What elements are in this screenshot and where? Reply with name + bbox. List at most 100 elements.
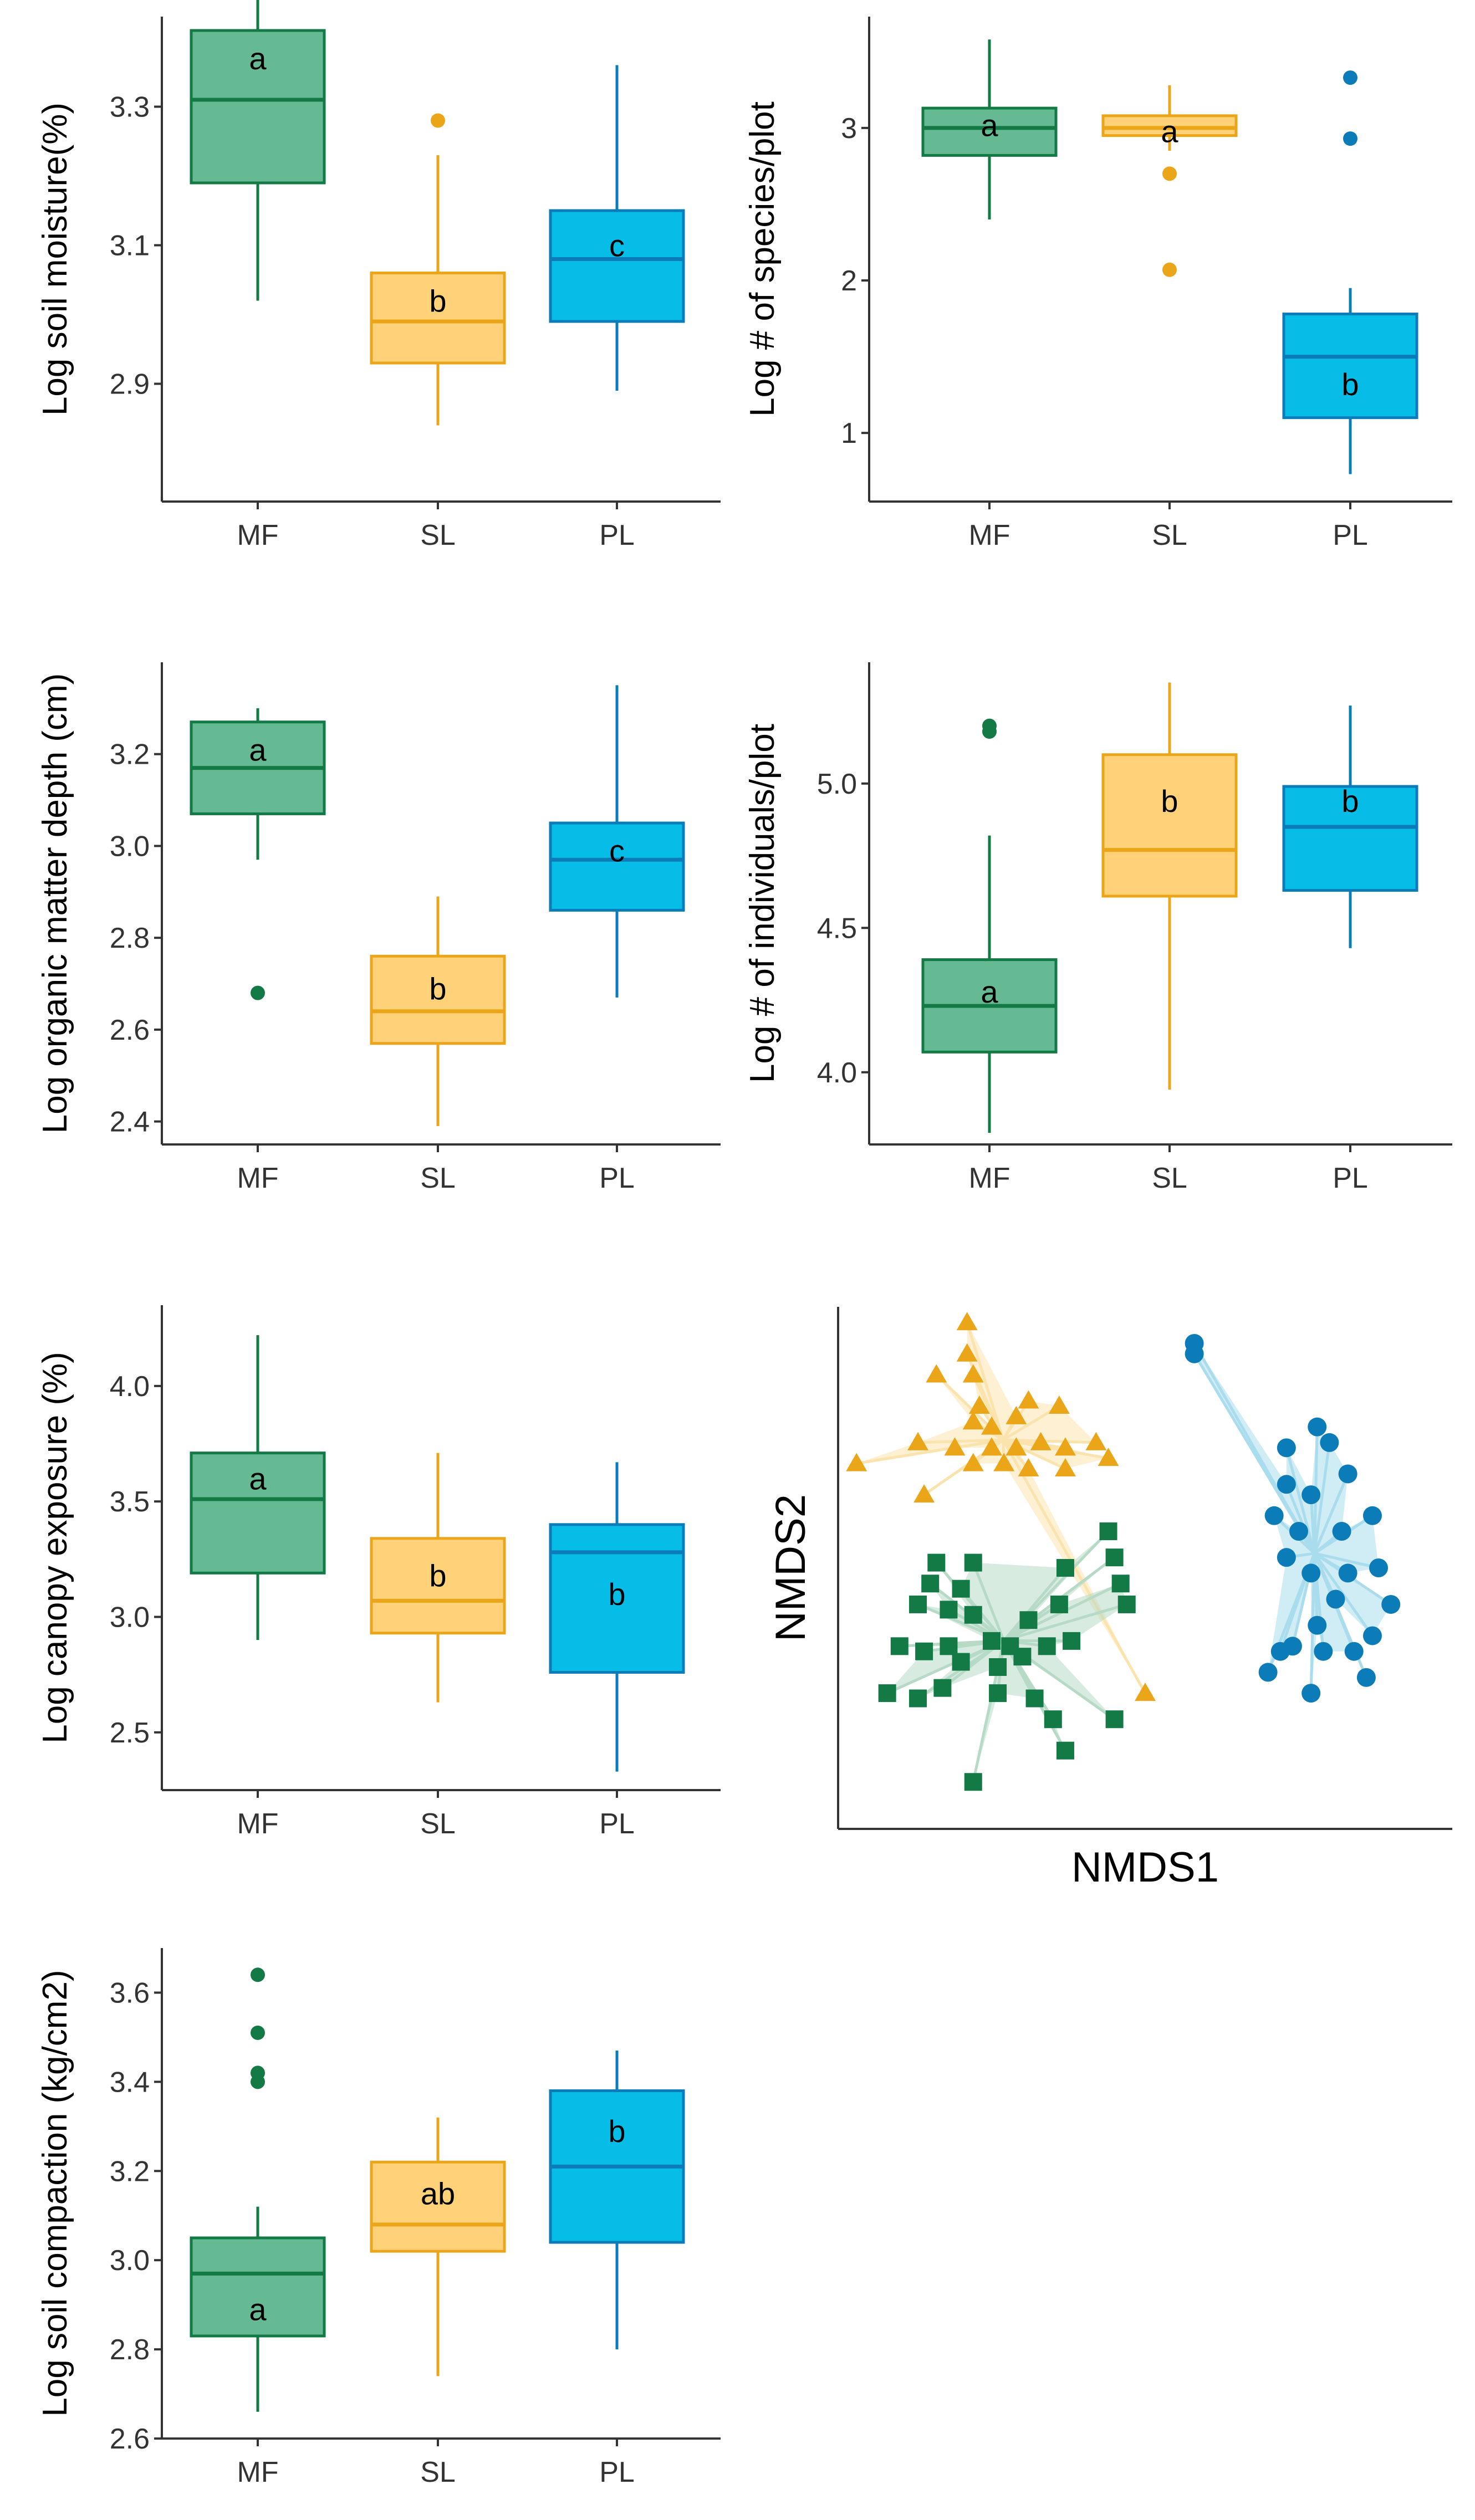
spider-segment-PL <box>1285 1484 1316 1554</box>
point-square-MF <box>1117 1595 1136 1613</box>
box-SL: b <box>370 1453 506 1703</box>
point-circle-PL <box>1369 1558 1389 1577</box>
point-circle-PL <box>1302 1563 1321 1583</box>
point-square-MF <box>940 1601 958 1619</box>
x-tick-label: MF <box>237 1808 278 1840</box>
y-tick-label: 3.0 <box>110 830 150 862</box>
point-circle-PL <box>1277 1438 1296 1458</box>
y-axis-title: Log soil compaction (kg/cm2) <box>36 1970 74 2416</box>
y-axis-title: NMDS2 <box>767 1494 814 1642</box>
y-axis-title: Log soil moisture(%) <box>36 103 74 416</box>
box-iqr <box>1101 114 1238 137</box>
spider-segment-PL <box>1314 1552 1379 1570</box>
significance-letter: b <box>608 1577 625 1612</box>
spider-segment-PL <box>1313 1442 1331 1554</box>
panel-individuals-per-plot: 4.0 4.5 5.0 MF SL PL Log # of individuals/plot… <box>743 662 1452 1194</box>
point-square-MF <box>909 1689 927 1708</box>
point-circle-PL <box>1381 1594 1401 1614</box>
y-axis-title: Log # of species/plot <box>743 101 782 417</box>
point-triangle-SL <box>962 1364 984 1383</box>
box-PL: b <box>1282 70 1418 474</box>
point-triangle-SL <box>956 1312 978 1331</box>
box-iqr <box>921 106 1058 157</box>
point-circle-PL <box>1314 1642 1333 1661</box>
point-circle-PL <box>1308 1417 1327 1437</box>
significance-letter: a <box>249 2292 267 2327</box>
point-triangle-SL <box>1018 1390 1039 1409</box>
outlier-point <box>251 2074 265 2089</box>
point-square-MF <box>1038 1637 1056 1655</box>
point-square-MF <box>1025 1689 1044 1708</box>
point-square-MF <box>983 1632 1001 1650</box>
significance-letter: a <box>249 41 267 76</box>
y-tick-label: 3.6 <box>110 1977 150 2009</box>
point-square-MF <box>1063 1632 1081 1650</box>
point-triangle-SL <box>913 1484 935 1503</box>
x-tick-label: MF <box>968 1162 1010 1194</box>
spider-segment-SL <box>1003 1438 1109 1460</box>
panel-soil-compaction: 2.6 2.8 3.0 3.2 3.4 3.6 MF SL PL Log soil compact… <box>36 1948 721 2488</box>
point-triangle-SL <box>846 1453 867 1471</box>
y-axis-title: Log organic matter depth (cm) <box>36 673 74 1134</box>
box-MF: a <box>190 1967 326 2412</box>
box-PL: c <box>549 65 685 391</box>
panel-soil-moisture: 2.9 3.1 3.3 MF SL PL Log soil moisture(%) a b c <box>36 0 721 551</box>
outlier-point <box>251 2025 265 2040</box>
point-circle-PL <box>1338 1563 1357 1583</box>
box-iqr <box>549 821 685 912</box>
point-square-MF <box>1013 1648 1032 1666</box>
y-tick-label: 3.3 <box>110 91 150 124</box>
box-MF: a <box>921 718 1058 1133</box>
group-hull-SL <box>856 1322 1145 1694</box>
y-tick-label: 3.2 <box>110 2155 150 2187</box>
x-tick-label: MF <box>237 1162 278 1194</box>
point-circle-PL <box>1320 1433 1339 1452</box>
spider-segment-SL <box>856 1438 1004 1465</box>
box-iqr <box>370 272 506 365</box>
point-circle-PL <box>1277 1548 1296 1567</box>
x-tick-label: MF <box>237 2456 278 2488</box>
point-triangle-SL <box>926 1364 947 1383</box>
point-square-MF <box>952 1580 970 1598</box>
spider-segment-SL <box>1003 1438 1096 1444</box>
point-triangle-SL <box>962 1453 984 1471</box>
box-MF: a <box>190 1335 326 1640</box>
point-triangle-SL <box>907 1432 929 1450</box>
y-tick-label: 3.5 <box>110 1486 150 1518</box>
point-circle-PL <box>1338 1464 1357 1484</box>
point-square-MF <box>1056 1741 1074 1760</box>
point-square-MF <box>1044 1710 1062 1729</box>
box-iqr <box>1101 753 1238 898</box>
x-tick-label: SL <box>1152 1162 1187 1194</box>
x-tick-label: SL <box>420 1808 456 1840</box>
point-square-MF <box>940 1637 958 1655</box>
y-tick-label: 3.2 <box>110 739 150 771</box>
box-PL: b <box>1282 706 1418 948</box>
spider-segment-SL <box>966 1322 1005 1440</box>
point-square-MF <box>878 1684 896 1703</box>
point-square-MF <box>964 1773 982 1791</box>
point-square-MF <box>915 1642 933 1660</box>
y-tick-label: 1 <box>841 417 857 449</box>
x-axis-title: NMDS1 <box>1071 1844 1219 1891</box>
point-square-MF <box>1019 1611 1038 1629</box>
box-iqr <box>190 29 326 185</box>
point-circle-PL <box>1277 1475 1296 1494</box>
y-tick-label: 3.0 <box>110 1602 150 1634</box>
outlier-point <box>1343 70 1357 85</box>
box-MF: a <box>190 708 326 1000</box>
significance-letter: b <box>1341 784 1359 819</box>
y-tick-label: 2.8 <box>110 922 150 954</box>
outlier-point <box>251 1967 265 1982</box>
box-PL: c <box>549 685 685 998</box>
y-tick-label: 2.4 <box>110 1106 150 1138</box>
spider-segment-SL <box>1002 1404 1060 1442</box>
x-tick-label: SL <box>1152 519 1187 551</box>
significance-letter: b <box>429 284 446 319</box>
y-tick-label: 2.8 <box>110 2334 150 2366</box>
y-tick-label: 2.9 <box>110 369 150 401</box>
point-triangle-SL <box>1054 1458 1076 1477</box>
point-circle-PL <box>1302 1485 1321 1505</box>
point-circle-PL <box>1332 1522 1351 1541</box>
